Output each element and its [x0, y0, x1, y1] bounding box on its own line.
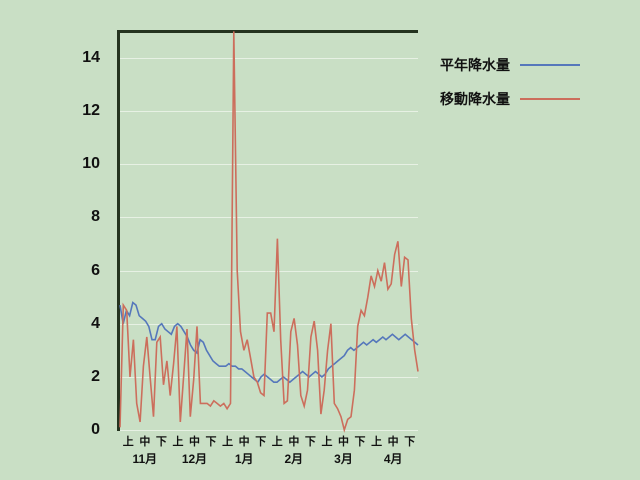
legend-swatch-移動: [520, 98, 580, 100]
series-line-平年降水量: [120, 303, 418, 383]
legend: 平年降水量 移動降水量: [440, 55, 620, 123]
legend-label-移動: 移動降水量: [440, 89, 510, 109]
legend-item-平年降水量: 平年降水量: [440, 55, 620, 75]
legend-label-平年: 平年降水量: [440, 55, 510, 75]
series-line-移動降水量: [120, 31, 418, 430]
chart-container: 0 2 4 6 8 10 12 14 上中下上中下上中下上中下上中下上中下 11月 12月 1月 2…: [0, 0, 640, 480]
legend-item-移動降水量: 移動降水量: [440, 89, 620, 109]
legend-swatch-平年: [520, 64, 580, 66]
